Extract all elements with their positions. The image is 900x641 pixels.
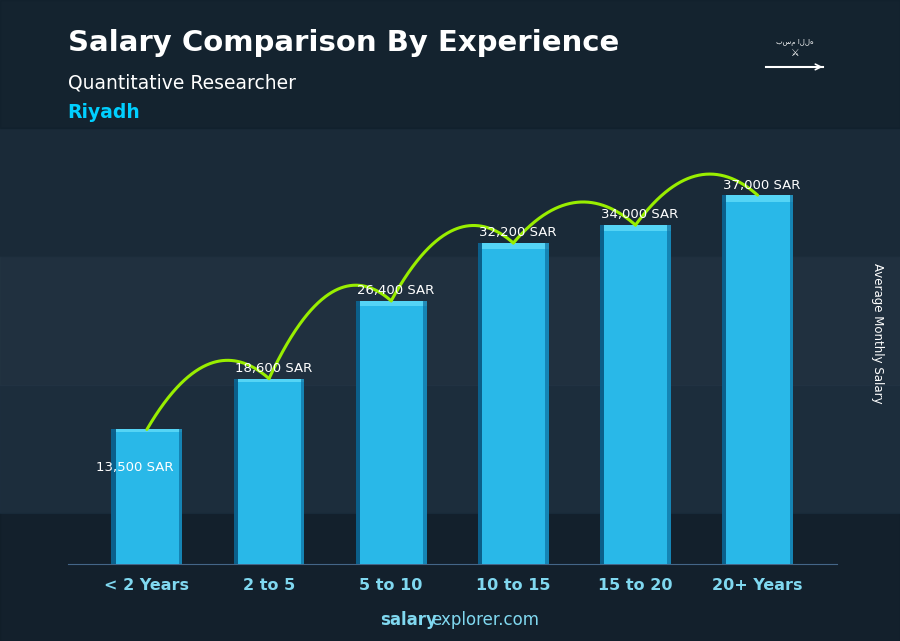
Bar bbox=[722, 195, 726, 564]
Bar bbox=[423, 301, 427, 564]
Text: Riyadh: Riyadh bbox=[68, 103, 140, 122]
Bar bbox=[789, 195, 793, 564]
Text: 32,200 SAR: 32,200 SAR bbox=[0, 640, 1, 641]
Text: Quantitative Researcher: Quantitative Researcher bbox=[68, 74, 295, 93]
Bar bbox=[722, 195, 793, 564]
Text: +38%: +38% bbox=[0, 640, 1, 641]
Bar bbox=[302, 379, 304, 564]
Bar bbox=[545, 243, 549, 564]
Bar bbox=[668, 225, 670, 564]
Text: +22%: +22% bbox=[0, 640, 1, 641]
Text: +42%: +42% bbox=[0, 640, 1, 641]
Text: 26,400 SAR: 26,400 SAR bbox=[0, 640, 1, 641]
Text: Salary Comparison By Experience: Salary Comparison By Experience bbox=[68, 29, 619, 57]
Text: 18,600 SAR: 18,600 SAR bbox=[0, 640, 1, 641]
Bar bbox=[234, 379, 238, 564]
Text: +9%: +9% bbox=[0, 640, 1, 641]
Bar bbox=[112, 429, 183, 564]
Text: salary: salary bbox=[380, 612, 436, 629]
Bar bbox=[234, 379, 304, 564]
Bar bbox=[112, 429, 183, 432]
Text: 18,600 SAR: 18,600 SAR bbox=[235, 362, 312, 375]
Bar bbox=[722, 195, 793, 202]
Bar bbox=[600, 225, 670, 564]
Bar bbox=[356, 301, 360, 564]
Text: 37,000 SAR: 37,000 SAR bbox=[0, 640, 1, 641]
Text: بسم الله: بسم الله bbox=[776, 39, 814, 46]
Text: 34,000 SAR: 34,000 SAR bbox=[0, 640, 1, 641]
Bar bbox=[478, 243, 549, 249]
Bar bbox=[234, 379, 304, 382]
Text: Average Monthly Salary: Average Monthly Salary bbox=[871, 263, 884, 404]
Text: explorer.com: explorer.com bbox=[431, 612, 539, 629]
Text: +6%: +6% bbox=[0, 640, 1, 641]
Text: ⚔: ⚔ bbox=[790, 49, 799, 58]
Bar bbox=[179, 429, 183, 564]
Bar bbox=[478, 243, 482, 564]
Text: 13,500 SAR: 13,500 SAR bbox=[95, 461, 173, 474]
Bar bbox=[112, 429, 116, 564]
Text: 13,500 SAR: 13,500 SAR bbox=[0, 640, 1, 641]
Bar bbox=[356, 301, 427, 306]
Text: 32,200 SAR: 32,200 SAR bbox=[479, 226, 556, 240]
Text: 37,000 SAR: 37,000 SAR bbox=[724, 179, 801, 192]
Bar bbox=[356, 301, 427, 564]
Bar bbox=[600, 225, 604, 564]
Bar bbox=[600, 225, 670, 231]
Bar bbox=[478, 243, 549, 564]
Text: 34,000 SAR: 34,000 SAR bbox=[601, 208, 679, 222]
Text: 26,400 SAR: 26,400 SAR bbox=[357, 284, 434, 297]
